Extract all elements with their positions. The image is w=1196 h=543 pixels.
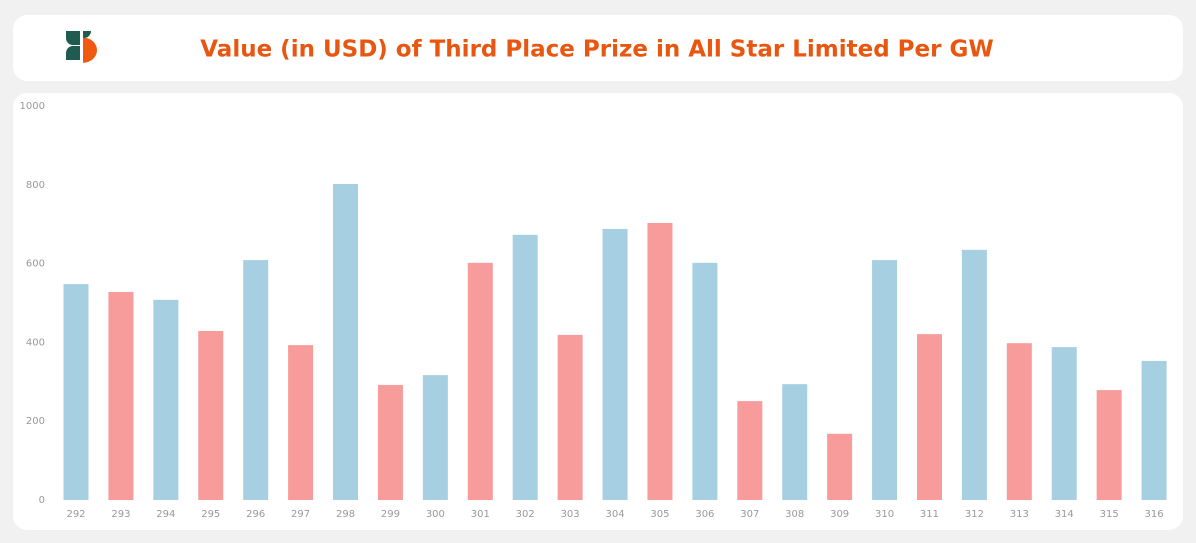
bar	[916, 334, 942, 500]
bar	[961, 249, 987, 500]
x-tick-label: 304	[605, 509, 624, 520]
bar	[108, 291, 134, 500]
y-tick-label: 1000	[20, 101, 45, 112]
bar	[243, 260, 269, 500]
x-tick-label: 309	[830, 509, 849, 520]
x-tick-label: 312	[965, 509, 984, 520]
bar	[467, 262, 493, 500]
x-tick-label: 301	[471, 509, 490, 520]
bar	[198, 330, 224, 500]
bar	[333, 184, 359, 500]
x-tick-label: 306	[695, 509, 714, 520]
chart-title: Value (in USD) of Third Place Prize in A…	[200, 37, 994, 63]
x-tick-label: 297	[291, 509, 310, 520]
bar	[647, 223, 673, 500]
x-tick-label: 307	[740, 509, 759, 520]
bar	[602, 228, 628, 501]
x-tick-label: 295	[201, 509, 220, 520]
x-tick-label: 296	[246, 509, 265, 520]
bar	[1006, 343, 1032, 500]
bar	[782, 384, 808, 500]
bar	[827, 433, 853, 500]
y-tick-label: 600	[26, 259, 45, 270]
bar	[377, 384, 403, 500]
x-tick-label: 305	[650, 509, 669, 520]
logo	[65, 31, 97, 63]
x-tick-label: 298	[336, 509, 355, 520]
bar	[692, 262, 718, 500]
bar	[422, 375, 448, 500]
bar	[557, 334, 583, 500]
bar	[1051, 347, 1077, 500]
bar	[872, 260, 898, 500]
x-tick-label: 313	[1010, 509, 1029, 520]
x-tick-label: 292	[66, 509, 85, 520]
y-tick-label: 400	[26, 337, 45, 348]
x-tick-label: 303	[561, 509, 580, 520]
x-tick-label: 293	[111, 509, 130, 520]
bar	[153, 299, 179, 500]
x-tick-label: 294	[156, 509, 175, 520]
bar	[288, 345, 314, 500]
x-tick-label: 302	[516, 509, 535, 520]
bar	[737, 401, 763, 500]
y-tick-label: 800	[26, 180, 45, 191]
x-tick-label: 311	[920, 509, 939, 520]
header-card	[13, 15, 1183, 81]
x-tick-label: 310	[875, 509, 894, 520]
x-tick-label: 299	[381, 509, 400, 520]
x-tick-label: 316	[1145, 509, 1164, 520]
y-tick-label: 0	[39, 495, 45, 506]
bar	[63, 284, 89, 500]
x-tick-label: 308	[785, 509, 804, 520]
y-tick-label: 200	[26, 416, 45, 427]
bar	[1141, 360, 1167, 500]
bar	[512, 234, 538, 500]
x-tick-label: 300	[426, 509, 445, 520]
bar	[1096, 390, 1122, 500]
x-tick-label: 314	[1055, 509, 1074, 520]
x-tick-label: 315	[1100, 509, 1119, 520]
